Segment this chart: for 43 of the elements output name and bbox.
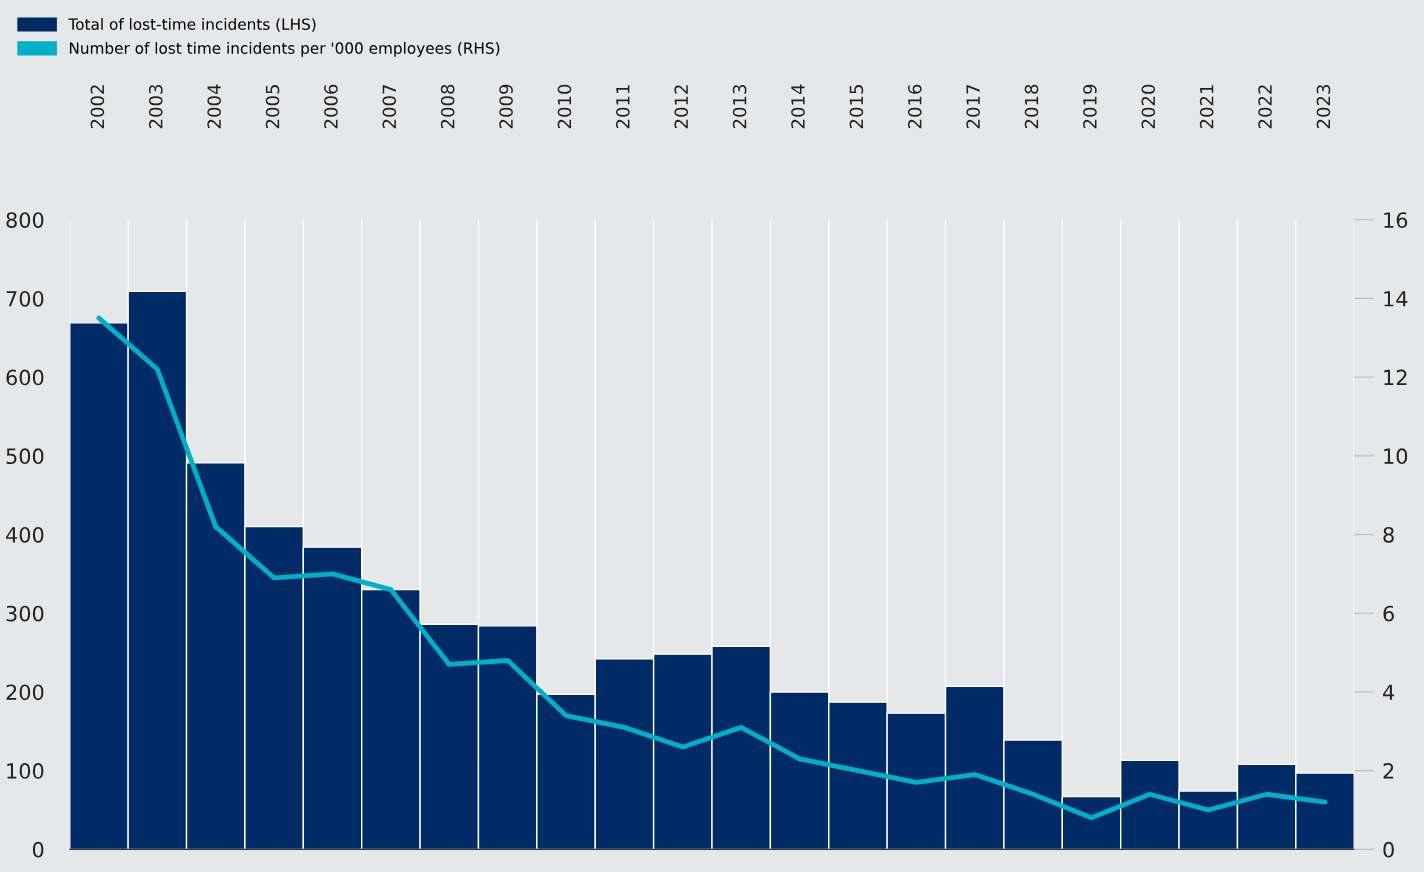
x-tick-label: 2004 bbox=[207, 84, 221, 129]
x-tick-label: 2011 bbox=[616, 85, 630, 129]
x-tick-label: 2020 bbox=[1141, 84, 1156, 129]
y-tick-label: 100 bbox=[7, 763, 44, 779]
y2-tick-label: 16 bbox=[1384, 212, 1408, 228]
x-tick-label: 2010 bbox=[557, 84, 572, 129]
y-tick-label: 400 bbox=[6, 526, 44, 543]
x-tick-label: 2014 bbox=[791, 84, 805, 129]
x-tick-label: 2018 bbox=[1024, 84, 1039, 129]
x-tick-label: 2006 bbox=[324, 84, 338, 129]
x-tick-label: 2019 bbox=[1083, 84, 1097, 129]
y-tick-label: 200 bbox=[6, 684, 44, 701]
y2-tick-label: 12 bbox=[1384, 369, 1407, 386]
x-tick-label: 2002 bbox=[90, 85, 105, 129]
x-tick-label: 2009 bbox=[499, 84, 513, 129]
y2-tick-label: 8 bbox=[1383, 526, 1394, 543]
legend-label: Total of lost-time incidents (LHS) bbox=[68, 18, 316, 32]
x-tick-label: 2012 bbox=[674, 85, 689, 129]
y-tick-label: 300 bbox=[6, 605, 44, 622]
x-tick-label: 2017 bbox=[966, 85, 980, 129]
x-tick-label: 2003 bbox=[148, 84, 163, 129]
x-tick-label: 2008 bbox=[440, 84, 455, 129]
x-tick-label: 2016 bbox=[907, 84, 922, 129]
line-series bbox=[96, 315, 1328, 821]
x-tick-label: 2005 bbox=[265, 85, 280, 129]
x-tick-label: 2007 bbox=[382, 85, 397, 129]
y-tick-label: 500 bbox=[6, 448, 44, 465]
x-tick-label: 2022 bbox=[1258, 85, 1272, 129]
x-tick-label: 2021 bbox=[1199, 85, 1214, 129]
y-tick-label: 700 bbox=[6, 290, 44, 307]
x-tick-label: 2023 bbox=[1316, 84, 1331, 129]
y2-tick-label: 4 bbox=[1383, 684, 1395, 700]
y2-tick-label: 10 bbox=[1384, 448, 1408, 465]
y-tick-label: 600 bbox=[6, 369, 44, 386]
y2-tick-label: 14 bbox=[1384, 291, 1408, 307]
y-tick-label: 0 bbox=[32, 841, 44, 858]
y-tick-label: 800 bbox=[6, 212, 44, 228]
y2-tick-label: 2 bbox=[1383, 763, 1394, 779]
x-tick-label: 2013 bbox=[732, 84, 747, 129]
y2-tick-label: 0 bbox=[1383, 841, 1394, 858]
legend-label: Number of lost time incidents per '000 employees (RHS) bbox=[69, 42, 500, 57]
x-tick-label: 2015 bbox=[849, 85, 864, 129]
y2-tick-label: 6 bbox=[1383, 605, 1394, 622]
